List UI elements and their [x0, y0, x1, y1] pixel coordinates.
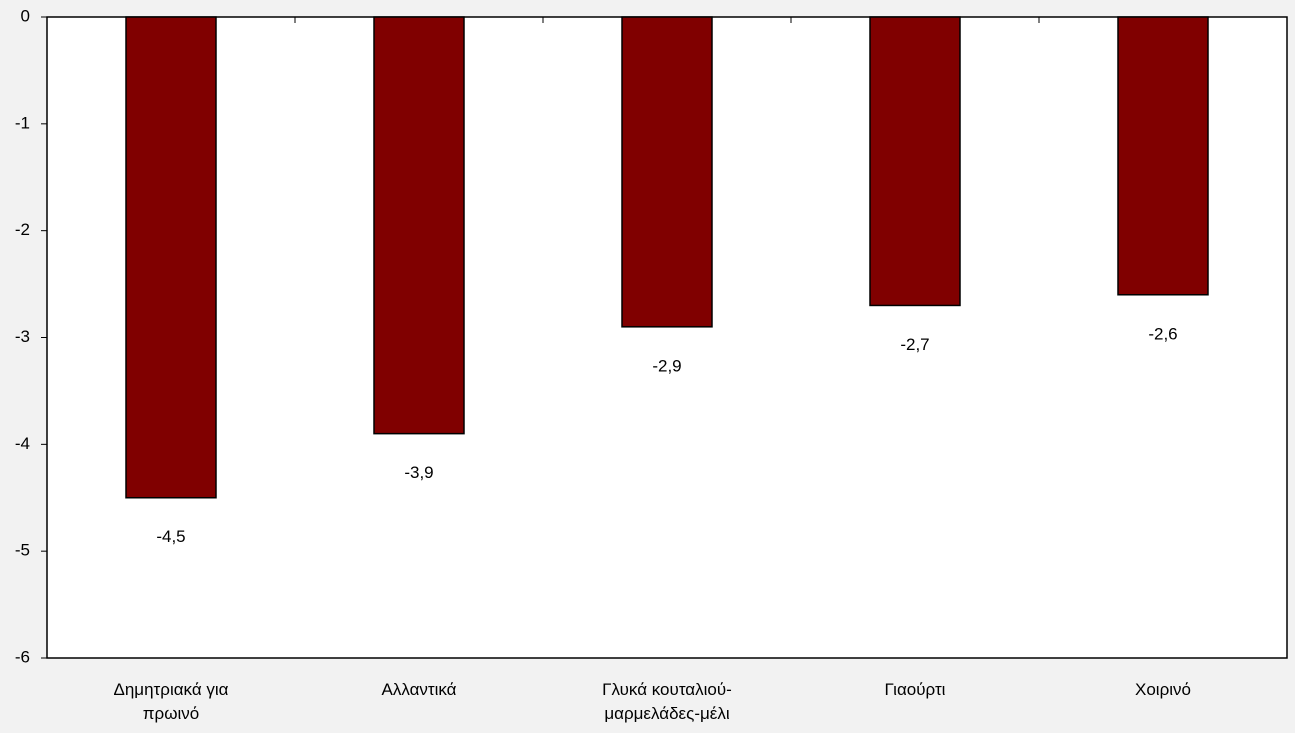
- data-label: -2,9: [652, 356, 681, 375]
- y-tick-label: -6: [15, 647, 30, 666]
- x-tick-label: Δημητριακά για πρωινό: [113, 680, 229, 723]
- bar: [125, 16, 217, 499]
- data-label: -2,7: [900, 335, 929, 354]
- y-tick-label: -1: [15, 113, 30, 132]
- y-tick-label: 0: [21, 6, 30, 25]
- x-tick-label: Γλυκά κουταλιού-μαρμελάδες-μέλι: [602, 680, 732, 723]
- y-tick-label: -5: [15, 541, 30, 560]
- x-tick-label: Χοιρινό: [1135, 680, 1191, 699]
- data-label: -2,6: [1148, 324, 1177, 343]
- y-tick-label: -4: [15, 434, 30, 453]
- data-label: -4,5: [156, 527, 185, 546]
- data-label: -3,9: [404, 463, 433, 482]
- bar: [869, 16, 961, 307]
- y-tick-label: -3: [15, 327, 30, 346]
- x-tick-label: Γιαούρτι: [884, 680, 946, 699]
- y-tick-label: -2: [15, 220, 30, 239]
- bar: [1117, 16, 1209, 296]
- bar: [373, 16, 465, 435]
- x-tick-label: Αλλαντικά: [381, 680, 457, 699]
- bar: [621, 16, 713, 328]
